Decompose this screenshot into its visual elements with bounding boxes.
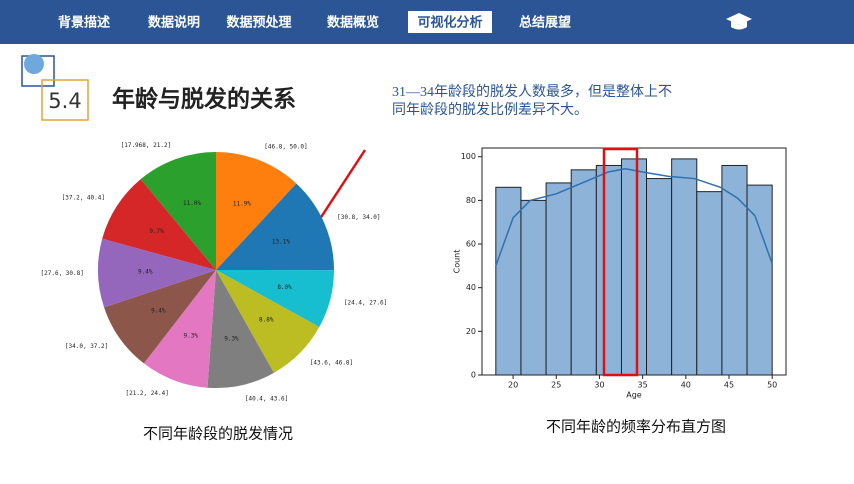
bar (696, 191, 723, 376)
bar (595, 164, 622, 376)
x-tick-label: 20 (508, 381, 518, 390)
bar (520, 199, 547, 376)
pie-slice (207, 270, 274, 388)
note-line: 同年龄段的脱发比例差异不大。 (392, 102, 588, 118)
pie-slice (104, 270, 216, 364)
bar (570, 169, 597, 376)
slice-label: [21.2, 24.4] (125, 390, 168, 397)
slice-label: [40.4, 43.6] (245, 395, 288, 402)
bar (671, 158, 698, 376)
nav-active-bg (408, 11, 492, 33)
arrow (312, 149, 367, 229)
y-tick-label: 0 (471, 371, 476, 380)
nav-item: 数据概览 (327, 15, 379, 31)
y-tick-label: 80 (466, 196, 476, 205)
slice-label: [24.4, 27.6] (344, 300, 387, 307)
slice-value-label: 8.8% (259, 316, 274, 323)
note-line: 31—34年龄段的脱发人数最多，但是整体上不 (392, 83, 672, 100)
y-axis-label: Count (453, 250, 462, 274)
x-tick-label: 50 (767, 381, 777, 390)
y-tick-label: 20 (466, 327, 476, 336)
logo (24, 54, 44, 74)
kde-line (495, 167, 773, 267)
pie-slice (216, 270, 334, 328)
slice-label: [34.0, 37.2] (65, 343, 108, 350)
x-tick-label: 25 (551, 381, 561, 390)
section-frame (41, 79, 89, 121)
slice-value-label: 9.3% (224, 336, 239, 343)
chart-caption: 不同年龄的频率分布直方图 (546, 418, 726, 435)
bar (746, 184, 773, 376)
bar (646, 178, 673, 376)
pie-slice (98, 238, 216, 308)
slice-label: [43.6, 46.8] (310, 360, 353, 367)
bar (495, 186, 522, 376)
nav-item: 数据说明 (148, 15, 200, 31)
x-axis-label: Age (626, 391, 642, 400)
slice-value-label: 11.9% (233, 201, 251, 208)
y-tick-label: 40 (466, 283, 476, 292)
pie-slice (143, 270, 216, 388)
pie-slice (140, 152, 216, 270)
pie-slice (102, 179, 216, 270)
nav-item: 数据预处理 (226, 15, 291, 31)
pie-slice (216, 270, 320, 373)
chart-caption: 不同年龄段的脱发情况 (143, 425, 293, 442)
x-tick-label: 30 (594, 381, 604, 390)
bar (620, 158, 648, 376)
slice-label: [46.8, 50.0] (264, 143, 307, 150)
nav-item: 背景描述 (58, 15, 110, 31)
x-tick-label: 40 (681, 381, 691, 390)
y-tick-label: 60 (466, 240, 476, 249)
highlight-box (602, 147, 639, 377)
y-tick-label: 100 (461, 152, 476, 161)
nav-item: 可视化分析 (417, 15, 482, 31)
x-tick-label: 45 (724, 381, 734, 390)
bar (545, 182, 572, 376)
slice-value-label: 13.1% (272, 238, 290, 245)
slice-value-label: 9.4% (151, 308, 166, 315)
slice-label: [30.8, 34.0] (337, 214, 380, 221)
section-number: 5.4 (48, 89, 81, 113)
slice-label: [27.6, 30.8] (41, 270, 84, 277)
pie-slice (216, 183, 334, 271)
slice-value-label: 9.7% (149, 228, 164, 235)
nav-icon (726, 13, 752, 30)
slice-label: [17.968, 21.2] (121, 142, 172, 149)
slice-label: [37.2, 40.4] (62, 195, 105, 202)
slice-value-label: 9.3% (184, 333, 199, 340)
section-title: 年龄与脱发的关系 (112, 86, 296, 113)
x-tick-label: 35 (638, 381, 648, 390)
slice-value-label: 9.4% (138, 268, 153, 275)
slice-value-label: 11.0% (183, 200, 201, 207)
pie-slice (216, 152, 297, 270)
slice-value-label: 8.0% (277, 284, 292, 291)
nav-item: 总结展望 (519, 15, 571, 31)
